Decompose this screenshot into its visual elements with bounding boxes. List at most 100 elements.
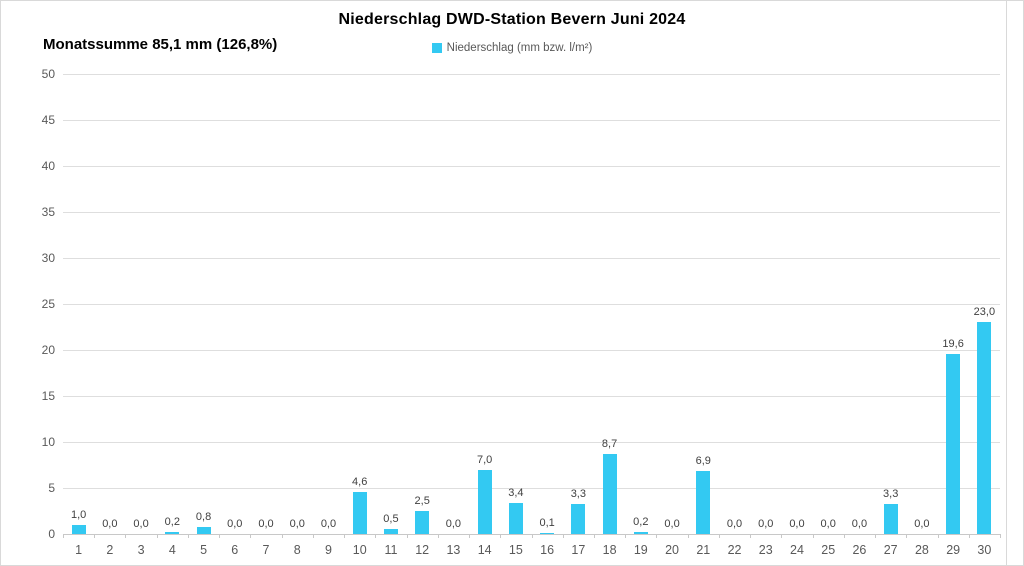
gridline <box>63 304 1000 305</box>
x-axis-tick-mark <box>406 534 408 538</box>
x-tick-label: 23 <box>758 543 773 557</box>
bar-value-label: 3,3 <box>570 488 586 500</box>
x-tick-label: 12 <box>415 543 430 557</box>
y-tick-label: 25 <box>41 297 55 311</box>
chart-subtitle: Monatssumme 85,1 mm (126,8%) <box>43 36 278 53</box>
bar-value-label: 0,0 <box>789 518 805 530</box>
y-tick-label: 10 <box>41 435 55 449</box>
bar-value-label: 0,5 <box>383 513 399 525</box>
y-tick-label: 45 <box>41 113 55 127</box>
plot-area: 0 5 10 15 20 25 30 35 40 45 50 1,0 1 0,0 2 0,0 3 0,2 4 0,8 5… <box>42 67 1001 557</box>
bar-value-label: 0,2 <box>633 516 649 528</box>
legend-label: Niederschlag (mm bzw. l/m²) <box>446 42 593 54</box>
x-tick-label: 7 <box>262 543 270 557</box>
bar-value-label: 8,7 <box>601 438 618 450</box>
bar <box>540 533 555 534</box>
x-tick-label: 29 <box>946 543 961 557</box>
bar-value-label: 0,0 <box>851 518 868 530</box>
bar <box>946 354 961 534</box>
bar-value-label: 2,5 <box>414 495 430 507</box>
x-axis-tick-mark <box>531 534 533 538</box>
x-tick-label: 18 <box>602 543 617 557</box>
x-tick-label: 14 <box>477 543 492 557</box>
legend-swatch-icon <box>431 43 442 53</box>
x-tick-label: 16 <box>540 543 555 557</box>
x-axis-tick-mark <box>875 534 877 538</box>
bar-value-label: 23,0 <box>973 306 996 318</box>
x-axis-tick-mark <box>469 534 471 538</box>
bar <box>696 471 711 534</box>
bar <box>633 532 648 534</box>
x-axis-tick-mark <box>843 534 845 538</box>
x-tick-label: 22 <box>727 543 742 557</box>
x-axis-tick-mark <box>344 534 346 538</box>
x-tick-label: 20 <box>665 543 679 557</box>
x-axis-tick-mark <box>656 534 658 538</box>
x-axis-tick-mark <box>906 534 908 538</box>
bar <box>71 525 86 534</box>
bar-value-label: 0,0 <box>820 518 836 530</box>
bar <box>477 470 492 534</box>
chart-title: Niederschlag DWD-Station Bevern Juni 202… <box>338 11 686 28</box>
x-tick-label: 24 <box>790 543 804 557</box>
x-tick-label: 3 <box>137 543 145 557</box>
x-axis-tick-mark <box>125 534 127 538</box>
bar-value-label: 0,0 <box>289 518 305 530</box>
x-axis-tick-mark <box>812 534 814 538</box>
x-axis-tick-mark <box>187 534 189 538</box>
y-tick-label: 35 <box>41 205 55 219</box>
x-tick-label: 17 <box>571 543 586 557</box>
chart-right-border <box>1006 1 1007 565</box>
bar-value-label: 0,2 <box>164 516 180 528</box>
bar <box>602 454 617 534</box>
x-tick-label: 25 <box>821 543 836 557</box>
x-axis-tick-mark <box>63 534 64 538</box>
x-axis-tick-mark <box>562 534 564 538</box>
bar-value-label: 0,0 <box>664 518 680 530</box>
bar-value-label: 0,0 <box>133 518 149 530</box>
gridline <box>63 488 1000 489</box>
x-axis-tick-mark <box>718 534 720 538</box>
gridline <box>63 166 1000 167</box>
bar-value-label: 0,8 <box>195 511 212 523</box>
bar-value-label: 1,0 <box>70 509 87 521</box>
x-axis-tick-mark <box>312 534 314 538</box>
bar-value-label: 0,0 <box>258 518 274 530</box>
gridline <box>63 120 1000 121</box>
bar-value-label: 19,6 <box>942 338 964 350</box>
bar <box>883 504 898 534</box>
x-tick-label: 8 <box>293 543 301 557</box>
bar <box>352 492 367 534</box>
y-tick-label: 40 <box>41 159 55 173</box>
x-tick-label: 21 <box>696 543 711 557</box>
bar-value-label: 7,0 <box>476 454 493 466</box>
bar-value-label: 0,0 <box>320 518 337 530</box>
x-axis-tick-mark <box>250 534 252 538</box>
bar-value-label: 0,0 <box>102 518 118 530</box>
x-tick-label: 26 <box>852 543 867 557</box>
x-tick-label: 11 <box>384 543 398 557</box>
x-tick-label: 5 <box>200 543 208 557</box>
bar-value-label: 0,0 <box>227 518 243 530</box>
y-tick-label: 5 <box>48 481 55 495</box>
x-axis-tick-mark <box>94 534 96 538</box>
bar-value-label: 0,0 <box>726 518 743 530</box>
x-axis-tick-mark <box>593 534 595 538</box>
x-axis-tick-mark <box>937 534 939 538</box>
gridline <box>63 350 1000 351</box>
y-tick-label: 15 <box>41 389 55 403</box>
y-tick-label: 20 <box>41 343 55 357</box>
gridline <box>63 74 1000 75</box>
x-axis-tick-mark <box>375 534 377 538</box>
x-axis-tick-mark <box>625 534 627 538</box>
x-tick-label: 13 <box>446 543 461 557</box>
bar-value-label: 0,0 <box>914 518 930 530</box>
x-tick-label: 30 <box>977 543 992 557</box>
bar-value-label: 3,3 <box>883 488 899 500</box>
x-tick-label: 15 <box>508 543 523 557</box>
bar <box>165 532 180 534</box>
x-tick-label: 10 <box>352 543 367 557</box>
x-tick-label: 2 <box>106 543 114 557</box>
x-axis-tick-mark <box>781 534 783 538</box>
